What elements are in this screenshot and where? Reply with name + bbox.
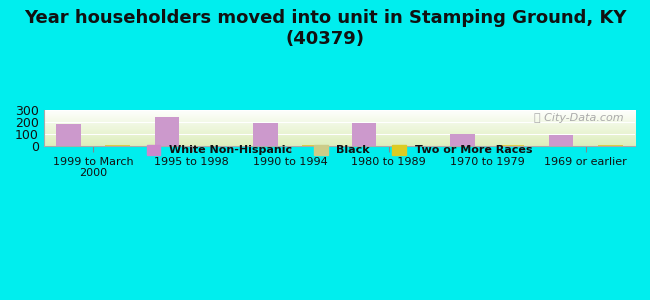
Bar [499,145,524,146]
Text: Year householders moved into unit in Stamping Ground, KY
(40379): Year householders moved into unit in Sta… [24,9,626,48]
Bar [352,123,376,146]
Bar [598,145,623,146]
Bar [549,135,573,146]
Bar [450,134,475,146]
Bar [155,118,179,146]
Text: ⓘ City-Data.com: ⓘ City-Data.com [534,113,623,123]
Bar [253,123,278,146]
Bar [56,124,81,146]
Legend: White Non-Hispanic, Black, Two or More Races: White Non-Hispanic, Black, Two or More R… [142,140,536,160]
Bar [302,145,327,146]
